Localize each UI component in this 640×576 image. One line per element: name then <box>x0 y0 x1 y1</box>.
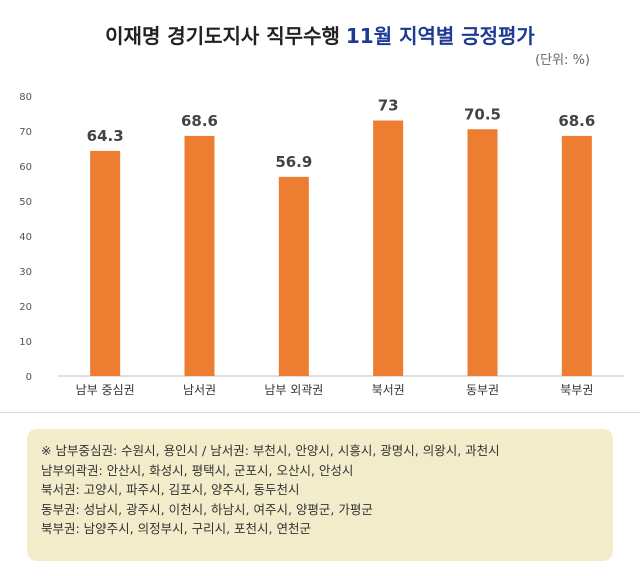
y-tick-label: 0 <box>26 372 32 383</box>
bar <box>278 176 309 376</box>
chart-title: 이재명 경기도지사 직무수행 11월 지역별 긍정평가 <box>0 20 640 49</box>
y-tick-label: 30 <box>19 267 32 278</box>
note-line: 북부권: 남양주시, 의정부시, 구리시, 포천시, 연천군 <box>41 521 311 536</box>
data-label: 68.6 <box>558 112 595 130</box>
data-label: 73 <box>378 97 399 115</box>
y-tick-label: 50 <box>19 197 32 208</box>
y-tick-label: 40 <box>19 232 32 243</box>
bar <box>373 120 404 376</box>
bar-chart: 0 10 20 30 40 50 60 70 80 64.3 68.6 56.9 73 70.5 68.6… <box>19 92 624 397</box>
region-notes: ※ 남부중심권: 수원시, 용인시 / 남서권: 부천시, 안양시, 시흥시, … <box>27 429 613 561</box>
note-line: ※ 남부중심권: 수원시, 용인시 / 남서권: 부천시, 안양시, 시흥시, … <box>41 443 500 458</box>
data-label: 70.5 <box>464 105 501 123</box>
y-tick-label: 10 <box>19 337 32 348</box>
title-highlight: 11월 지역별 긍정평가 <box>345 24 535 48</box>
bars <box>90 120 592 376</box>
y-tick-label: 20 <box>19 302 32 313</box>
x-tick-label: 남부 중심권 <box>76 383 135 397</box>
bar <box>561 135 592 376</box>
x-tick-label: 동부권 <box>466 383 499 397</box>
note-line: 남부외곽권: 안산시, 화성시, 평택시, 군포시, 오산시, 안성시 <box>41 462 354 478</box>
bar <box>467 129 498 376</box>
bar <box>90 150 121 376</box>
data-label: 68.6 <box>181 112 218 130</box>
x-tick-label: 북서권 <box>372 383 405 397</box>
x-axis-labels: 남부 중심권 남서권 남부 외곽권 북서권 동부권 북부권 <box>76 383 594 397</box>
y-tick-label: 70 <box>19 127 32 138</box>
y-tick-label: 80 <box>19 92 32 103</box>
bar <box>184 135 215 376</box>
x-tick-label: 북부권 <box>560 383 593 397</box>
note-line: 동부권: 성남시, 광주시, 이천시, 하남시, 여주시, 양평군, 가평군 <box>41 501 373 517</box>
chart-panel: 이재명 경기도지사 직무수행 11월 지역별 긍정평가 (단위: %) 0 10 20… <box>0 20 640 413</box>
y-axis-ticks: 0 10 20 30 40 50 60 70 80 <box>19 92 32 383</box>
x-tick-label: 남서권 <box>183 383 216 397</box>
data-label: 56.9 <box>275 153 312 171</box>
value-labels: 64.3 68.6 56.9 73 70.5 68.6 <box>87 97 596 171</box>
title-main: 이재명 경기도지사 직무수행 <box>105 24 340 48</box>
note-line: 북서권: 고양시, 파주시, 김포시, 양주시, 동두천시 <box>41 482 300 497</box>
data-label: 64.3 <box>87 127 124 145</box>
unit-label: (단위: %) <box>535 53 590 68</box>
x-tick-label: 남부 외곽권 <box>264 383 323 397</box>
y-tick-label: 60 <box>19 162 32 173</box>
